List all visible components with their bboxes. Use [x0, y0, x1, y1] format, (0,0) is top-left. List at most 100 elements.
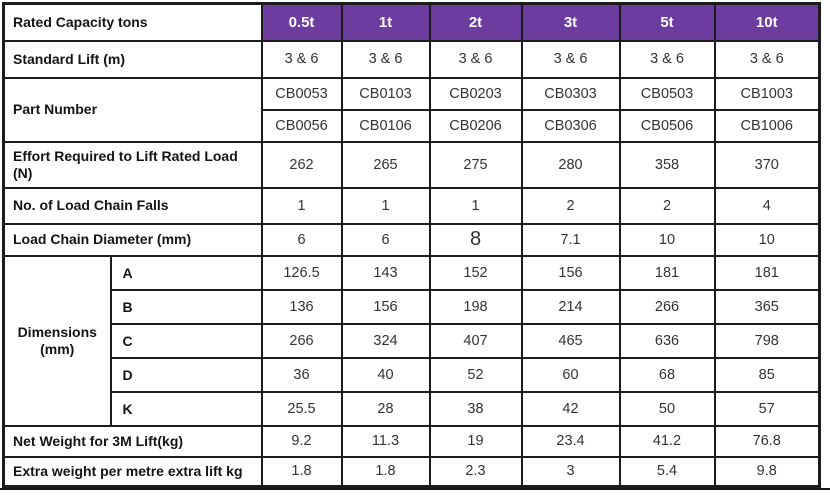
cell-net-weight-col5: 76.8 — [713, 424, 821, 458]
cell-part-number-2-col2: CB0206 — [428, 108, 523, 143]
cell-part-number-1-col5: CB1003 — [713, 76, 821, 111]
cell-chain-diameter-col5: 10 — [713, 222, 821, 257]
cell-standard-lift-col3: 3 & 6 — [520, 39, 621, 79]
dim-sub-label-A: A — [109, 254, 263, 291]
cell-net-weight-col2: 19 — [428, 424, 523, 458]
cell-extra-weight-col3: 3 — [520, 455, 621, 488]
row-label-chain-falls: No. of Load Chain Falls — [2, 186, 263, 225]
cell-chain-diameter-col0: 6 — [260, 222, 343, 257]
row-label-extra-weight: Extra weight per metre extra lift kg — [2, 455, 263, 488]
cell-effort-col3: 280 — [520, 140, 621, 189]
table-row-part-number-2: CB0056 CB0106 CB0206 CB0306 CB0506 CB1006 — [4, 108, 821, 143]
header-row: Rated Capacity tons 0.5t 1t 2t 3t 5t 10t — [2, 2, 821, 42]
header-label: Rated Capacity tons — [2, 2, 263, 42]
table-row-net-weight: Net Weight for 3M Lift(kg) 9.2 11.3 19 23.4 4… — [2, 424, 821, 458]
table-row-dimensions-D: D 36 40 52 60 68 85 — [4, 356, 821, 393]
cell-dimensions-D-col4: 68 — [618, 356, 716, 393]
cell-effort-col5: 370 — [713, 140, 821, 189]
table-row-chain-falls: No. of Load Chain Falls 1 1 1 2 2 4 — [2, 186, 821, 225]
cell-dimensions-C-col3: 465 — [520, 322, 621, 359]
row-label-standard-lift: Standard Lift (m) — [2, 39, 263, 79]
cell-part-number-1-col3: CB0303 — [520, 76, 621, 111]
table-row-effort: Effort Required to Lift Rated Load (N) 26… — [2, 140, 821, 189]
cell-dimensions-K-col4: 50 — [618, 390, 716, 427]
cell-extra-weight-col5: 9.8 — [713, 455, 821, 488]
cell-dimensions-B-col2: 198 — [428, 288, 523, 325]
cell-dimensions-D-col3: 60 — [520, 356, 621, 393]
cell-part-number-2-col1: CB0106 — [340, 108, 431, 143]
cell-part-number-1-col2: CB0203 — [428, 76, 523, 111]
row-label-chain-diameter: Load Chain Diameter (mm) — [2, 222, 263, 257]
cell-dimensions-C-col2: 407 — [428, 322, 523, 359]
cell-extra-weight-col1: 1.8 — [340, 455, 431, 488]
cell-dimensions-K-col2: 38 — [428, 390, 523, 427]
header-col-5t: 5t — [618, 2, 716, 42]
cell-dimensions-D-col2: 52 — [428, 356, 523, 393]
cell-chain-falls-col0: 1 — [260, 186, 343, 225]
cell-standard-lift-col4: 3 & 6 — [618, 39, 716, 79]
cell-extra-weight-col4: 5.4 — [618, 455, 716, 488]
table-row-dimensions-B: B 136 156 198 214 266 365 — [4, 288, 821, 325]
header-col-3t: 3t — [520, 2, 621, 42]
cell-chain-falls-col5: 4 — [713, 186, 821, 225]
table-row-extra-weight: Extra weight per metre extra lift kg 1.8 1… — [2, 455, 821, 488]
cell-dimensions-A-col1: 143 — [340, 254, 431, 291]
cell-dimensions-K-col5: 57 — [713, 390, 821, 427]
cell-dimensions-C-col0: 266 — [260, 322, 343, 359]
header-col-10t: 10t — [713, 2, 821, 42]
cell-dimensions-C-col5: 798 — [713, 322, 821, 359]
cell-chain-diameter-col4: 10 — [618, 222, 716, 257]
cell-net-weight-col0: 9.2 — [260, 424, 343, 458]
cell-dimensions-D-col5: 85 — [713, 356, 821, 393]
cell-dimensions-D-col0: 36 — [260, 356, 343, 393]
table-row-part-number-1: Part Number CB0053 CB0103 CB0203 CB0303 CB050… — [2, 76, 821, 143]
row-label-dimensions: Dimensions (mm) — [2, 254, 112, 427]
cell-part-number-2-col3: CB0306 — [520, 108, 621, 143]
cell-chain-falls-col1: 1 — [340, 186, 431, 225]
cell-chain-diameter-col1: 6 — [340, 222, 431, 257]
cell-net-weight-col3: 23.4 — [520, 424, 621, 458]
header-col-1t: 1t — [340, 2, 431, 42]
cell-effort-col0: 262 — [260, 140, 343, 189]
cell-standard-lift-col2: 3 & 6 — [428, 39, 523, 79]
cell-part-number-2-col4: CB0506 — [618, 108, 716, 143]
cell-dimensions-B-col3: 214 — [520, 288, 621, 325]
spec-table-body: Rated Capacity tons 0.5t 1t 2t 3t 5t 10t Standa… — [2, 2, 821, 488]
cell-dimensions-C-col4: 636 — [618, 322, 716, 359]
cell-net-weight-col1: 11.3 — [340, 424, 431, 458]
cell-dimensions-D-col1: 40 — [340, 356, 431, 393]
cell-dimensions-B-col4: 266 — [618, 288, 716, 325]
cell-chain-falls-col2: 1 — [428, 186, 523, 225]
cell-dimensions-K-col1: 28 — [340, 390, 431, 427]
cell-chain-diameter-col3: 7.1 — [520, 222, 621, 257]
cell-chain-falls-col4: 2 — [618, 186, 716, 225]
cell-dimensions-A-col5: 181 — [713, 254, 821, 291]
row-label-effort: Effort Required to Lift Rated Load (N) — [2, 140, 263, 189]
cell-chain-falls-col3: 2 — [520, 186, 621, 225]
cell-dimensions-K-col0: 25.5 — [260, 390, 343, 427]
cell-dimensions-A-col4: 181 — [618, 254, 716, 291]
cell-extra-weight-col0: 1.8 — [260, 455, 343, 488]
cell-dimensions-B-col5: 365 — [713, 288, 821, 325]
cell-extra-weight-col2: 2.3 — [428, 455, 523, 488]
cell-dimensions-A-col0: 126.5 — [260, 254, 343, 291]
header-col-0.5t: 0.5t — [260, 2, 343, 42]
dim-sub-label-K: K — [109, 390, 263, 427]
cell-effort-col2: 275 — [428, 140, 523, 189]
table-row-dimensions-K: K 25.5 28 38 42 50 57 — [4, 390, 821, 427]
table-row-dimensions-C: C 266 324 407 465 636 798 — [4, 322, 821, 359]
cell-chain-diameter-col2: 8 — [428, 222, 523, 257]
table-row-dimensions-A: Dimensions (mm) A 126.5 143 152 156 181 181 — [2, 254, 821, 427]
header-col-2t: 2t — [428, 2, 523, 42]
cell-dimensions-B-col1: 156 — [340, 288, 431, 325]
cell-standard-lift-col1: 3 & 6 — [340, 39, 431, 79]
row-label-net-weight: Net Weight for 3M Lift(kg) — [2, 424, 263, 458]
cell-part-number-1-col1: CB0103 — [340, 76, 431, 111]
cell-part-number-2-col5: CB1006 — [713, 108, 821, 143]
dim-sub-label-C: C — [109, 322, 263, 359]
table-row-chain-diameter: Load Chain Diameter (mm) 6 6 8 7.1 10 10 — [2, 222, 821, 257]
bottom-rule — [0, 488, 830, 490]
cell-standard-lift-col0: 3 & 6 — [260, 39, 343, 79]
